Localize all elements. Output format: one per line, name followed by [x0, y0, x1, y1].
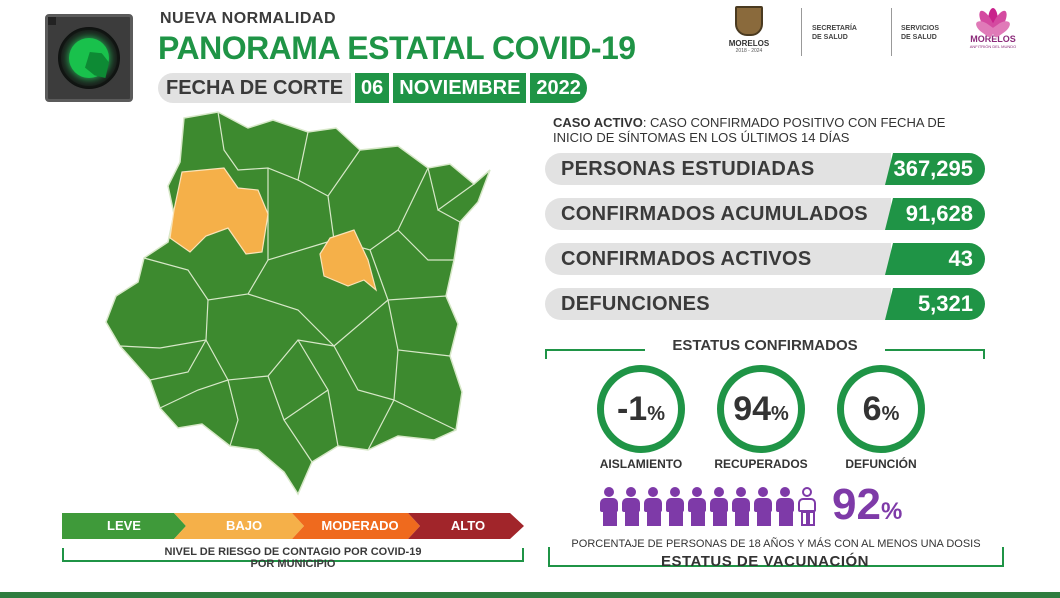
stat-personas-estudiadas: PERSONAS ESTUDIADAS 367,295: [545, 153, 985, 185]
stat-value: 91,628: [885, 198, 985, 230]
definition-term: CASO ACTIVO: [553, 115, 643, 130]
servicios-line-2: DE SALUD: [901, 34, 937, 41]
vaccination-description: PORCENTAJE DE PERSONAS DE 18 AÑOS Y MÁS …: [571, 538, 981, 550]
flower-icon: [973, 4, 1013, 39]
status-bracket-left: [545, 349, 645, 359]
servicios-salud-logo: SERVICIOS DE SALUD: [901, 24, 939, 42]
logo-divider: [801, 8, 802, 56]
risk-moderado-segment: [292, 513, 420, 539]
green-light-icon: [58, 27, 120, 89]
status-value: -1: [616, 390, 648, 428]
status-value: 6: [862, 390, 882, 428]
traffic-light-icon: [45, 14, 133, 102]
cutoff-date-day: 06: [355, 73, 390, 103]
status-label-aislamiento: AISLAMIENTO: [599, 457, 683, 471]
cutoff-date-year: 2022: [530, 73, 587, 103]
morelos-municipality-map: [105, 111, 491, 496]
morelos-logo-years: 2018 - 2024: [735, 48, 763, 54]
definition-text: : CASO CONFIRMADO POSITIVO CON FECHA DE …: [553, 115, 946, 145]
secretaria-line-1: SECRETARÍA: [812, 25, 857, 32]
page-title: PANORAMA ESTATAL COVID-19: [158, 30, 636, 66]
risk-caption-bracket: [62, 548, 524, 562]
status-ring-defuncion: 6%: [837, 365, 925, 453]
secretaria-line-2: DE SALUD: [812, 34, 848, 41]
risk-alto-segment: [408, 513, 524, 539]
state-shield-icon: [735, 6, 763, 36]
status-unit: %: [881, 403, 900, 425]
person-vaccinated-icon: [774, 487, 795, 527]
stat-defunciones: DEFUNCIONES 5,321: [545, 288, 985, 320]
servicios-line-1: SERVICIOS: [901, 25, 939, 32]
vaccination-value: 92: [832, 480, 881, 529]
stat-label: DEFUNCIONES: [561, 293, 710, 315]
vaccination-unit: %: [880, 498, 903, 525]
cutoff-date-label: FECHA DE CORTE: [158, 73, 352, 103]
status-label-recuperados: RECUPERADOS: [714, 457, 808, 471]
stat-value: 43: [885, 243, 985, 275]
cutoff-date-month: NOVIEMBRE: [393, 73, 527, 103]
status-ring-aislamiento: -1%: [597, 365, 685, 453]
header-eyebrow: NUEVA NORMALIDAD: [160, 10, 336, 27]
risk-caption: NIVEL DE RIESGO DE CONTAGIO POR COVID-19…: [62, 546, 524, 570]
risk-leve-segment: [62, 513, 186, 539]
person-unvaccinated-icon: [796, 487, 817, 527]
stat-label: CONFIRMADOS ACUMULADOS: [561, 203, 868, 225]
state-map-shape: [105, 111, 491, 496]
municipality-bajo-risk: [169, 167, 269, 255]
risk-caption-prefix: NIVEL DE RIESGO DE CONTAGIO POR: [164, 546, 371, 558]
status-title: ESTATUS CONFIRMADOS: [672, 337, 858, 354]
person-vaccinated-icon: [620, 487, 641, 527]
risk-alto-label: ALTO: [450, 518, 486, 533]
stat-value: 367,295: [885, 153, 985, 185]
risk-bajo-segment: [174, 513, 304, 539]
orange-municipalities: [169, 167, 378, 292]
stat-label: CONFIRMADOS ACTIVOS: [561, 248, 812, 270]
status-label-defuncion: DEFUNCIÓN: [845, 457, 917, 471]
stat-label: PERSONAS ESTUDIADAS: [561, 158, 815, 180]
person-vaccinated-icon: [730, 487, 751, 527]
vaccination-people-icons: [598, 487, 817, 527]
flower-logo-subtext: ANFITRIÓN DEL MUNDO: [969, 44, 1017, 49]
morelos-government-logo: MORELOS 2018 - 2024: [726, 6, 772, 54]
flower-logo-text: MORELOS: [970, 34, 1016, 44]
status-unit: %: [771, 403, 789, 425]
risk-caption-bold: COVID-19: [370, 546, 422, 558]
risk-caption-suffix: POR MUNICIPIO: [250, 558, 336, 570]
person-vaccinated-icon: [752, 487, 773, 527]
stat-value: 5,321: [885, 288, 985, 320]
person-vaccinated-icon: [598, 487, 619, 527]
risk-level-legend: [62, 513, 524, 539]
status-unit: %: [647, 403, 666, 425]
morelos-logo-text: MORELOS: [728, 39, 770, 48]
person-vaccinated-icon: [686, 487, 707, 527]
secretaria-salud-logo: SECRETARÍA DE SALUD: [812, 24, 857, 42]
person-vaccinated-icon: [708, 487, 729, 527]
stat-confirmados-activos: CONFIRMADOS ACTIVOS 43: [545, 243, 985, 275]
vaccination-percentage: 92%: [832, 480, 902, 530]
status-ring-recuperados: 94%: [717, 365, 805, 453]
risk-leve-label: LEVE: [107, 518, 141, 533]
bottom-frame-bar: [0, 592, 1060, 598]
municipality-borders: [119, 111, 475, 463]
logo-divider: [891, 8, 892, 56]
municipality-bajo-risk: [319, 229, 378, 292]
active-case-definition: CASO ACTIVO: CASO CONFIRMADO POSITIVO CO…: [553, 115, 983, 145]
risk-bajo-label: BAJO: [225, 518, 263, 533]
status-value: 94: [733, 390, 772, 428]
vaccination-title: ESTATUS DE VACUNACIÓN: [660, 553, 869, 570]
person-vaccinated-icon: [642, 487, 663, 527]
morelos-flower-logo: MORELOS ANFITRIÓN DEL MUNDO: [968, 4, 1018, 49]
status-bracket-right: [885, 349, 985, 359]
stat-confirmados-acumulados: CONFIRMADOS ACUMULADOS 91,628: [545, 198, 985, 230]
risk-moderado-label: MODERADO: [321, 518, 399, 533]
cutoff-date: FECHA DE CORTE 06 NOVIEMBRE 2022: [158, 73, 587, 103]
person-vaccinated-icon: [664, 487, 685, 527]
